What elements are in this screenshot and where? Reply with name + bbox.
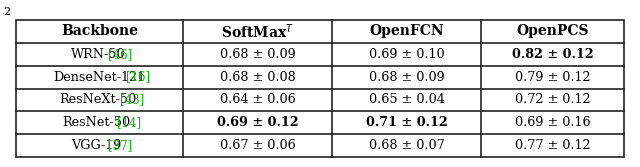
- Text: WRN-50: WRN-50: [71, 48, 125, 61]
- Text: OpenPCS: OpenPCS: [516, 24, 589, 38]
- Text: SoftMax$^T$: SoftMax$^T$: [221, 22, 294, 41]
- Text: DenseNet-121: DenseNet-121: [53, 71, 145, 84]
- Text: OpenFCN: OpenFCN: [369, 24, 444, 38]
- Text: 0.69 ± 0.12: 0.69 ± 0.12: [217, 116, 298, 129]
- Text: 0.65 ± 0.04: 0.65 ± 0.04: [369, 93, 445, 106]
- Text: [16]: [16]: [126, 71, 150, 84]
- Text: 0.64 ± 0.06: 0.64 ± 0.06: [220, 93, 296, 106]
- Bar: [16, 20, 624, 157]
- Text: 0.79 ± 0.12: 0.79 ± 0.12: [515, 71, 590, 84]
- Text: 0.69 ± 0.10: 0.69 ± 0.10: [369, 48, 444, 61]
- Text: 0.68 ± 0.07: 0.68 ± 0.07: [369, 139, 445, 152]
- Text: 0.68 ± 0.09: 0.68 ± 0.09: [369, 71, 445, 84]
- Text: 2: 2: [3, 7, 10, 17]
- Text: 0.68 ± 0.09: 0.68 ± 0.09: [220, 48, 296, 61]
- Text: [14]: [14]: [117, 116, 141, 129]
- Text: [43]: [43]: [120, 93, 144, 106]
- Text: 0.77 ± 0.12: 0.77 ± 0.12: [515, 139, 590, 152]
- Text: 0.72 ± 0.12: 0.72 ± 0.12: [515, 93, 590, 106]
- Text: [46]: [46]: [108, 48, 132, 61]
- Text: ResNeXt-50: ResNeXt-50: [59, 93, 136, 106]
- Text: VGG-19: VGG-19: [71, 139, 121, 152]
- Text: Backbone: Backbone: [61, 24, 138, 38]
- Text: ResNet-50: ResNet-50: [62, 116, 130, 129]
- Text: 0.69 ± 0.16: 0.69 ± 0.16: [515, 116, 590, 129]
- Text: 0.82 ± 0.12: 0.82 ± 0.12: [512, 48, 593, 61]
- Text: 0.68 ± 0.08: 0.68 ± 0.08: [220, 71, 296, 84]
- Text: 0.71 ± 0.12: 0.71 ± 0.12: [366, 116, 447, 129]
- Text: 0.67 ± 0.06: 0.67 ± 0.06: [220, 139, 296, 152]
- Text: [37]: [37]: [108, 139, 132, 152]
